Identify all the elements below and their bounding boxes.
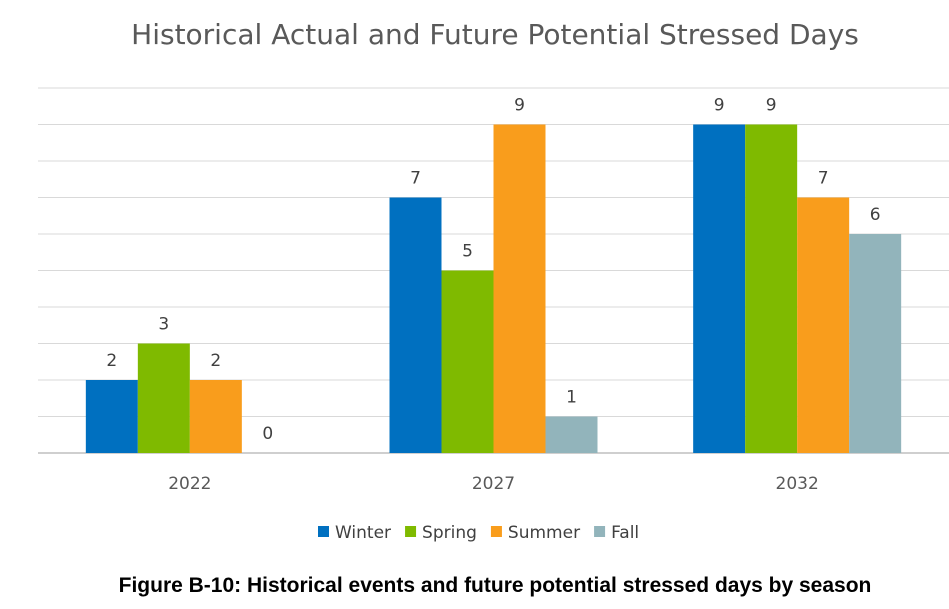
category-label-2022: 2022 xyxy=(168,474,211,494)
legend-label-winter: Winter xyxy=(335,523,391,543)
data-label-spring-2022: 3 xyxy=(158,315,169,335)
legend-label-spring: Spring xyxy=(422,523,477,543)
data-label-winter-2032: 9 xyxy=(714,96,725,116)
data-label-spring-2027: 5 xyxy=(462,242,473,262)
bar-winter-2022 xyxy=(85,380,138,453)
data-labels: 2 3 2 0 7 5 9 1 9 9 7 6 xyxy=(106,96,880,445)
bar-spring-2032 xyxy=(745,124,798,453)
data-label-winter-2027: 7 xyxy=(410,169,421,189)
data-label-fall-2022: 0 xyxy=(262,424,273,444)
legend-swatch-fall xyxy=(594,526,606,537)
legend: Winter Spring Summer Fall xyxy=(318,523,639,543)
data-label-spring-2032: 9 xyxy=(766,96,777,116)
legend-label-summer: Summer xyxy=(508,523,580,543)
bar-summer-2027 xyxy=(493,124,546,453)
category-labels: 2022 2027 2032 xyxy=(168,474,819,494)
legend-swatch-spring xyxy=(405,526,417,537)
data-label-summer-2027: 9 xyxy=(514,96,525,116)
figure-caption: Figure B-10: Historical events and futur… xyxy=(118,574,872,597)
bar-spring-2022 xyxy=(137,343,190,453)
legend-label-fall: Fall xyxy=(611,523,639,543)
data-label-fall-2032: 6 xyxy=(870,205,881,225)
bar-summer-2022 xyxy=(189,380,242,453)
bars xyxy=(85,124,902,453)
data-label-winter-2022: 2 xyxy=(106,351,117,371)
category-label-2027: 2027 xyxy=(472,474,515,494)
bar-winter-2027 xyxy=(389,197,442,453)
bar-fall-2032 xyxy=(849,234,902,453)
bar-fall-2027 xyxy=(545,416,598,453)
data-label-summer-2032: 7 xyxy=(818,169,829,189)
data-label-summer-2022: 2 xyxy=(210,351,221,371)
bar-spring-2027 xyxy=(441,270,494,453)
bar-winter-2032 xyxy=(693,124,746,453)
data-label-fall-2027: 1 xyxy=(566,388,577,408)
bar-summer-2032 xyxy=(797,197,850,453)
legend-swatch-winter xyxy=(318,526,329,537)
legend-swatch-summer xyxy=(490,526,502,537)
chart-title: Historical Actual and Future Potential S… xyxy=(131,18,859,51)
category-label-2032: 2032 xyxy=(776,474,819,494)
